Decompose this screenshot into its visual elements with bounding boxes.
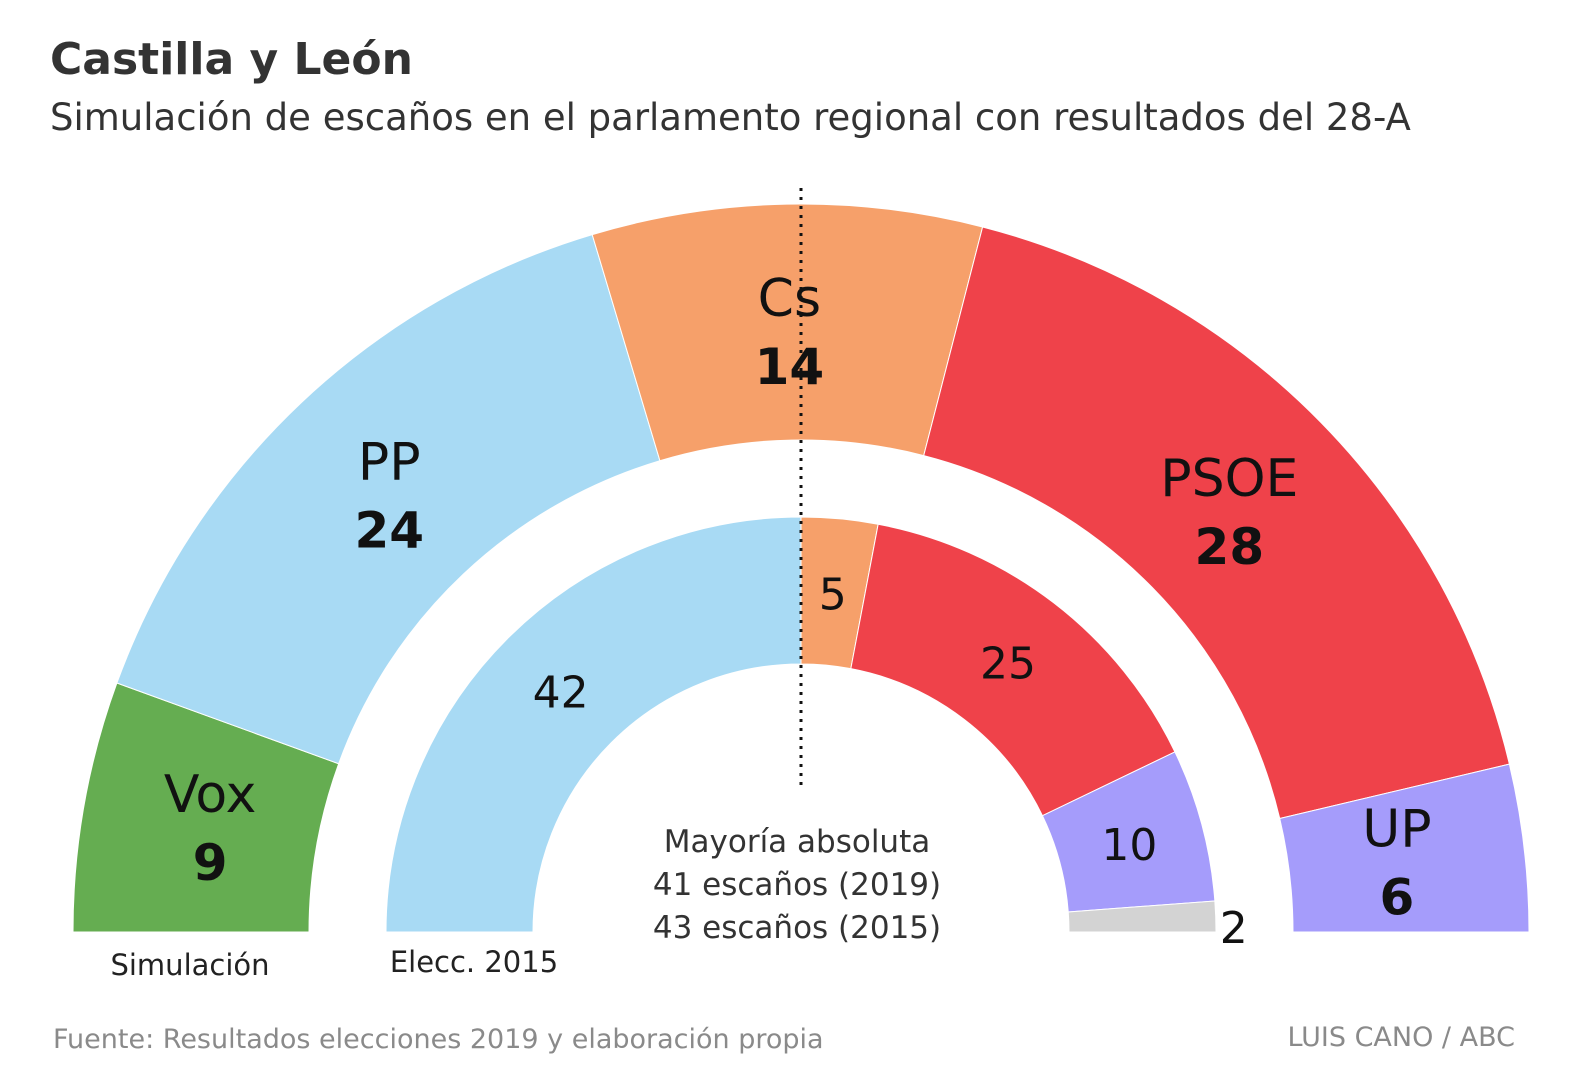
seat-value-2015-otros: 2 bbox=[1220, 903, 1248, 954]
seat-value-2015-pp: 42 bbox=[533, 668, 589, 719]
party-label-vox: Vox bbox=[164, 765, 257, 825]
chart-subtitle: Simulación de escaños en el parlamento r… bbox=[50, 96, 1411, 139]
party-label-cs: Cs bbox=[758, 269, 821, 329]
party-label-psoe: PSOE bbox=[1160, 449, 1298, 509]
seat-value-2015-up: 10 bbox=[1101, 820, 1157, 871]
majority-seats-1: 43 escaños (2015) bbox=[653, 910, 941, 946]
seat-value-sim-up: 6 bbox=[1380, 868, 1415, 926]
seat-value-sim-cs: 14 bbox=[755, 338, 825, 396]
ring-caption-sim: Simulación bbox=[110, 948, 269, 982]
chart-title: Castilla y León bbox=[50, 34, 413, 85]
seat-arc-sim-pp bbox=[116, 233, 661, 765]
majority-label: Mayoría absoluta bbox=[664, 824, 930, 860]
majority-seats-0: 41 escaños (2019) bbox=[653, 867, 941, 903]
seat-arc-sim-cs bbox=[591, 203, 984, 462]
seat-value-sim-vox: 9 bbox=[193, 834, 228, 892]
seat-arc-sim-psoe bbox=[923, 226, 1510, 820]
ring-caption-2015: Elecc. 2015 bbox=[390, 945, 558, 979]
seat-value-sim-psoe: 28 bbox=[1195, 518, 1265, 576]
seat-value-sim-pp: 24 bbox=[354, 502, 424, 560]
party-label-pp: PP bbox=[358, 433, 421, 493]
seat-arc-sim-up bbox=[1279, 763, 1530, 933]
seat-value-2015-cs: 5 bbox=[819, 569, 847, 620]
party-label-up: UP bbox=[1362, 799, 1431, 859]
source-note: Fuente: Resultados elecciones 2019 y ela… bbox=[53, 1024, 824, 1055]
credit-note: LUIS CANO / ABC bbox=[1287, 1022, 1515, 1053]
seat-arc-2015-pp bbox=[385, 516, 802, 933]
seat-value-2015-psoe: 25 bbox=[980, 638, 1036, 689]
seat-arc-2015-otros bbox=[1067, 900, 1217, 933]
